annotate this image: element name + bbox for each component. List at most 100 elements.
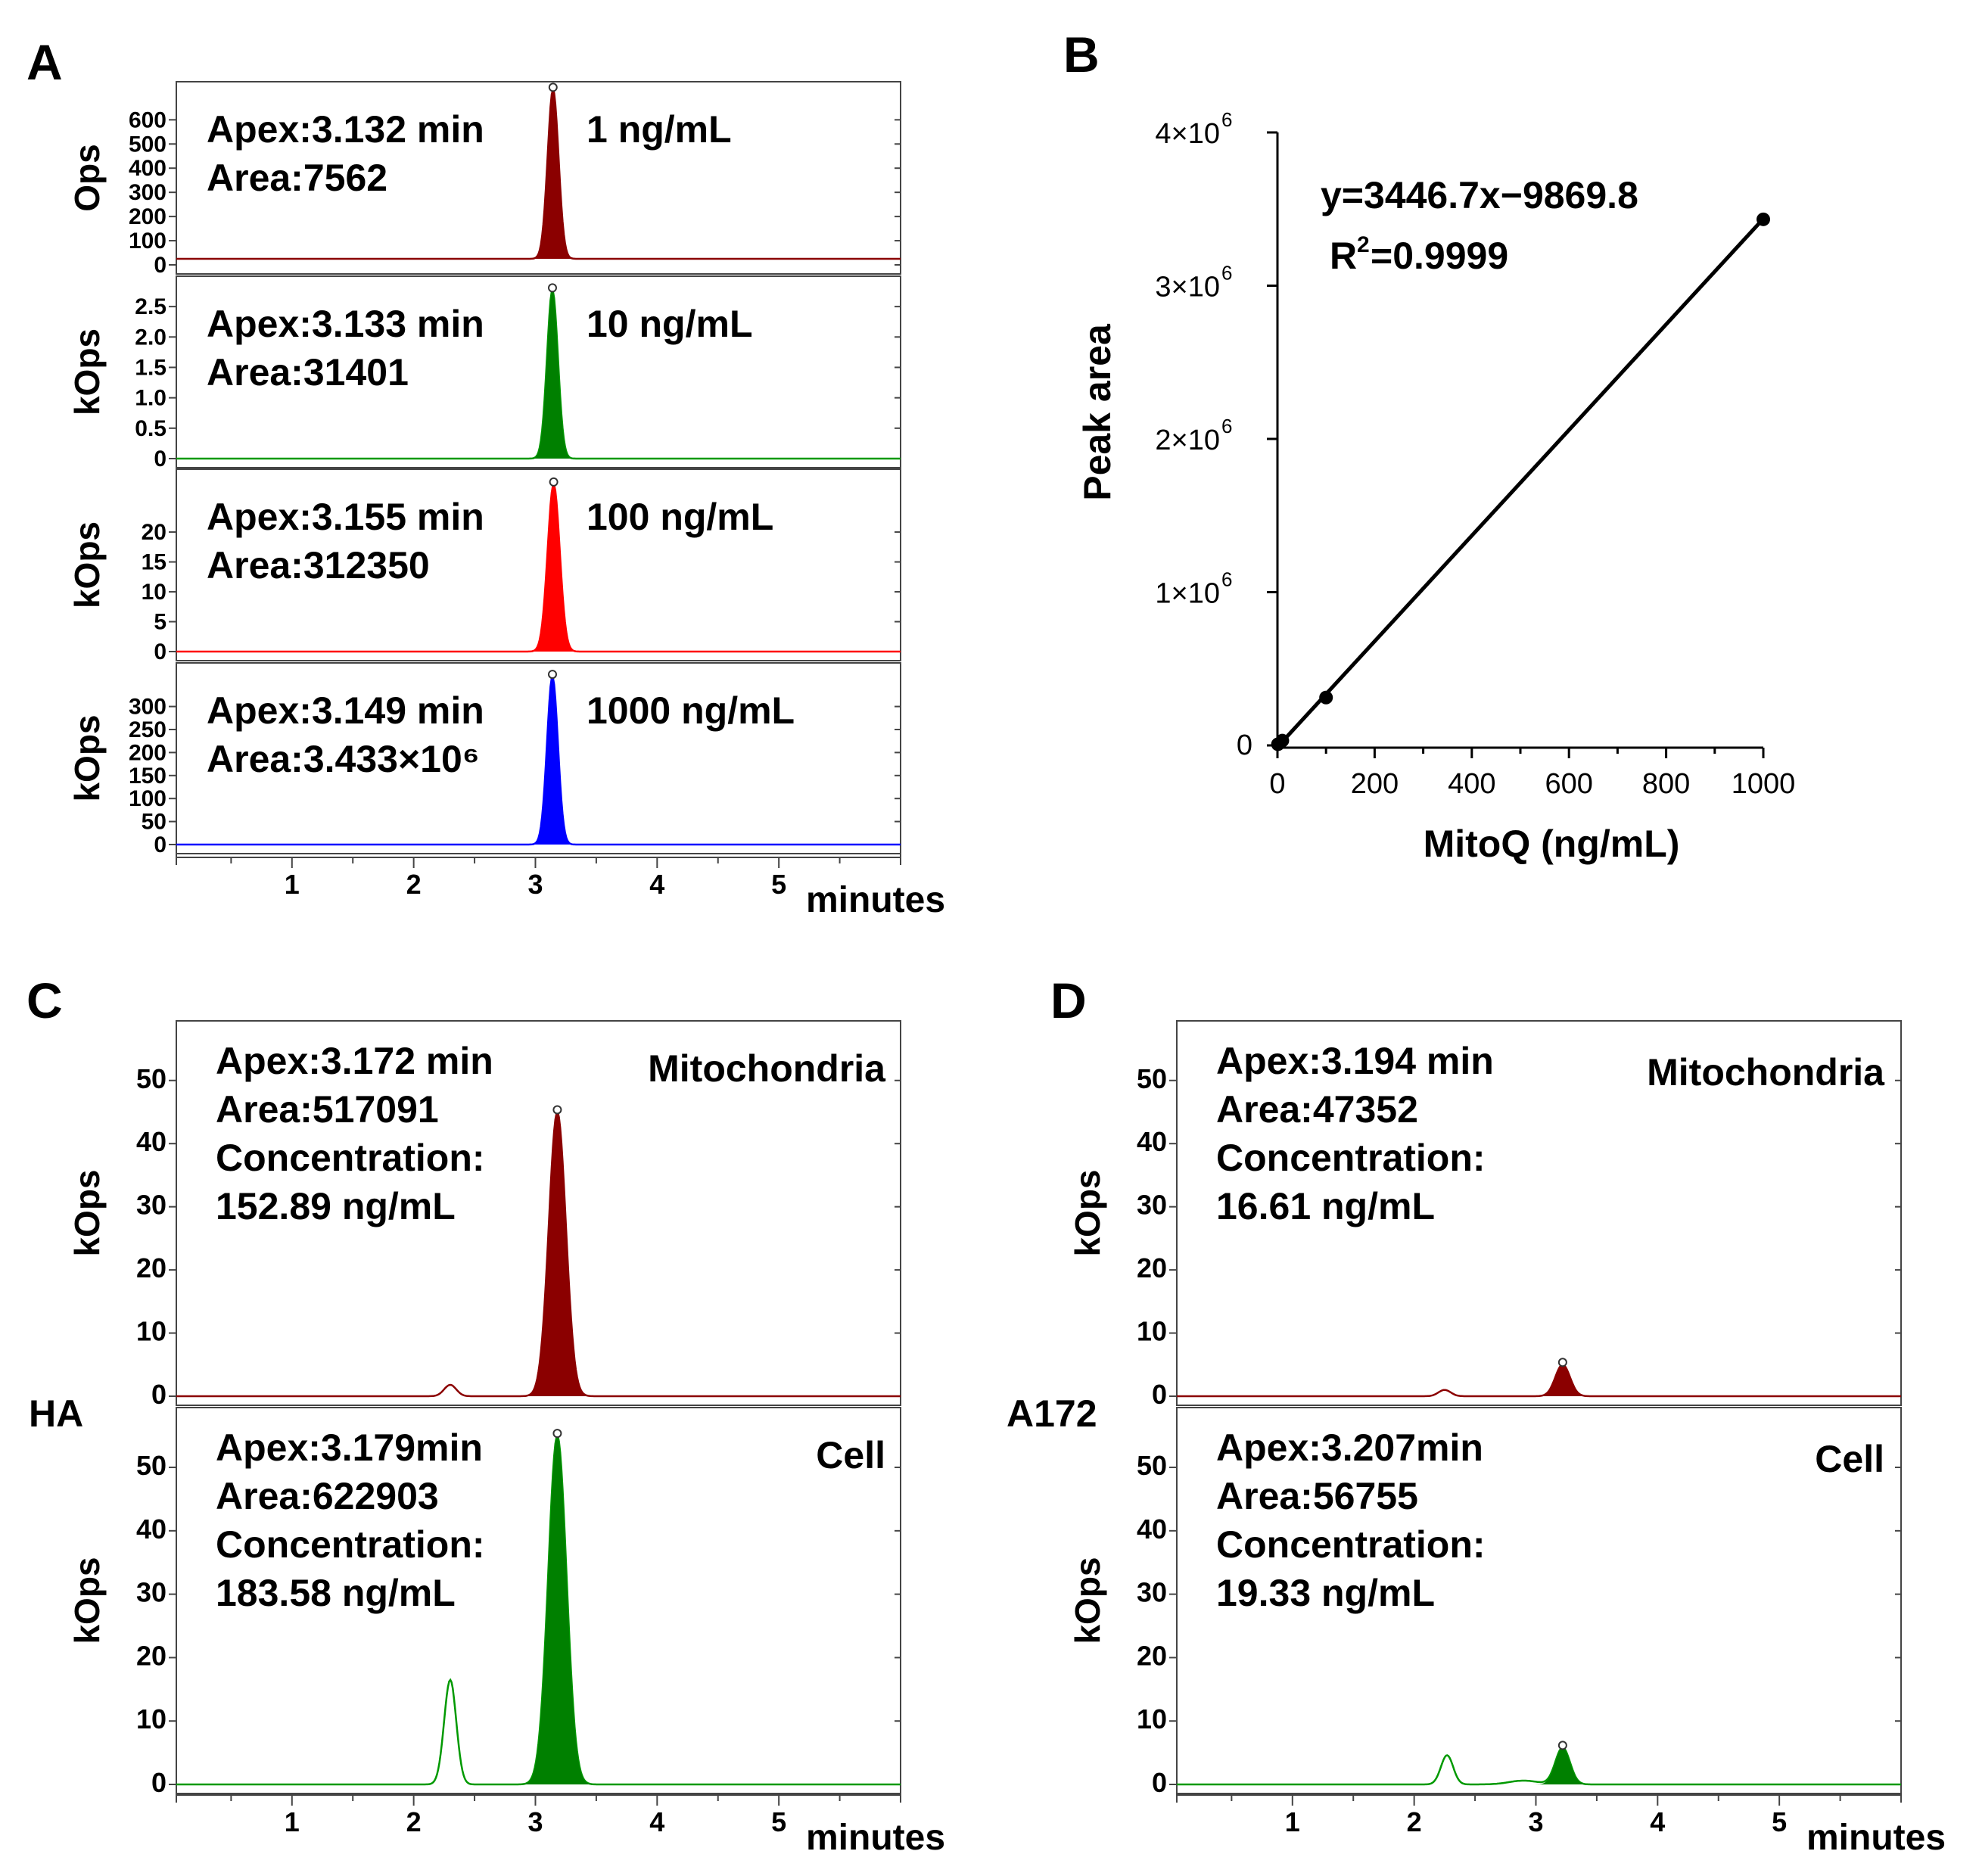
panel-A-subplot-2-peak-fill <box>531 290 577 459</box>
panel-B-r2-superscript: 2 <box>1357 232 1370 257</box>
panel-A-subplot-1-ytick-label: 400 <box>129 156 166 181</box>
panel-D-subplot-2-peak-fill <box>1533 1747 1596 1784</box>
panel-A-subplot-3-ytick-label: 15 <box>142 550 166 575</box>
panel-C-sample-label: Cell <box>816 1434 885 1476</box>
panel-C-subplot-1-frame <box>176 1020 901 1406</box>
panel-A-subplot-1-ytick-label: 200 <box>129 204 166 229</box>
panel-A-subplot-1-peak-fill <box>531 89 578 259</box>
panel-C-annotation-line: Concentration: <box>216 1137 485 1179</box>
panel-A-x-tick-label: 5 <box>771 869 786 900</box>
panel-B-y-tick-label: 1×10 <box>1155 578 1220 610</box>
panel-D-subplot-2-ylabel: kOps <box>1068 1557 1107 1644</box>
panel-B-y-tick-label: 0 <box>1237 730 1252 761</box>
panel-A-subplot-1-ytick-label: 0 <box>154 253 166 278</box>
panel-C-subplot-1-ylabel: kOps <box>67 1169 107 1256</box>
panel-B-fit-line <box>1277 217 1765 747</box>
panel-A-subplot-3-ytick-label: 5 <box>154 610 166 635</box>
panel-D-x-tick-label: 3 <box>1528 1806 1543 1837</box>
panel-A-subplot-4-ytick-label: 100 <box>129 786 166 811</box>
panel-A-concentration-label: 100 ng/mL <box>587 496 773 538</box>
panel-B-y-tick-label: 2×10 <box>1155 425 1220 456</box>
panel-C-x-tick-label: 4 <box>649 1806 664 1837</box>
panel-A-subplot-4-ytick-label: 0 <box>154 832 166 857</box>
panel-D-subplot-1-trace <box>1177 1364 1901 1398</box>
panel-D-subplot-1-ytick-label: 50 <box>1137 1063 1167 1094</box>
panel-D-x-tick-label: 1 <box>1285 1806 1300 1837</box>
panel-B-y-tick-exponent: 6 <box>1221 108 1232 131</box>
panel-A-subplot-4-apex-marker <box>547 670 557 680</box>
panel-D-x-tick-label: 5 <box>1772 1806 1787 1837</box>
panel-D-sample-label: Cell <box>1815 1438 1884 1480</box>
panel-C-annotation-line: 152.89 ng/mL <box>216 1185 456 1227</box>
panel-D-annotation-line: 19.33 ng/mL <box>1216 1572 1435 1614</box>
panel-D-subplot-1-ytick-label: 40 <box>1137 1126 1167 1157</box>
panel-D-subplot-2-ytick-label: 40 <box>1137 1514 1167 1545</box>
panel-C-annotation-line: Concentration: <box>216 1523 485 1566</box>
panel-D-sample-label: Mitochondria <box>1647 1051 1885 1094</box>
panel-C-x-tick-label: 2 <box>406 1806 422 1837</box>
panel-C-x-tick-label: 3 <box>527 1806 543 1837</box>
panel-A-area-label: Area:3.433×10⁶ <box>207 738 480 780</box>
panel-A-subplot-1-trace <box>176 86 901 260</box>
panel-D-subplot-1-ytick-label: 10 <box>1137 1316 1167 1347</box>
panel-A-subplot-2-ytick-label: 0 <box>154 446 166 471</box>
panel-A-subplot-1-ylabel: Ops <box>67 144 107 211</box>
panel-label-B: B <box>1063 26 1100 82</box>
panel-A-x-tick-label: 1 <box>285 869 300 900</box>
panel-B-x-tick-label: 600 <box>1545 768 1592 800</box>
panel-A-x-tick-label: 4 <box>649 869 664 900</box>
panel-A-subplot-3-trace <box>176 483 901 653</box>
panel-D-subplot-2-ytick-label: 20 <box>1137 1640 1167 1671</box>
panel-C-subplot-2-apex-marker <box>552 1429 562 1439</box>
panel-D-annotation-line: Apex:3.194 min <box>1216 1040 1494 1082</box>
panel-C-x-tick-label: 5 <box>771 1806 786 1837</box>
panel-C-subplot-2-peak-fill <box>521 1436 599 1784</box>
panel-B-y-tick-label: 4×10 <box>1155 118 1220 150</box>
panel-D-x-tick-label: 4 <box>1650 1806 1665 1837</box>
panel-D-subplot-1-apex-marker <box>1557 1358 1567 1367</box>
panel-C-subplot-1-ytick-label: 10 <box>136 1316 166 1347</box>
panel-D-annotation-line: Apex:3.207min <box>1216 1426 1483 1469</box>
panel-A-subplot-2-ytick-label: 0.5 <box>135 416 166 441</box>
panel-C-subplot-1-ytick-label: 20 <box>136 1252 166 1283</box>
panel-A-area-label: Area:7562 <box>207 157 387 199</box>
panel-B-y-axis-label: Peak area <box>1076 323 1119 501</box>
panel-A-subplot-2-ytick-label: 2.5 <box>135 294 166 319</box>
panel-D-subplot-2-trace <box>1177 1746 1901 1786</box>
panel-A-apex-label: Apex:3.133 min <box>207 303 484 345</box>
panel-C-annotation-line: Area:517091 <box>216 1088 439 1131</box>
panel-D-subplot-1-ylabel: kOps <box>1068 1169 1107 1256</box>
panel-D-subplot-2-apex-marker <box>1557 1741 1567 1750</box>
panel-A-subplot-4-frame <box>176 662 901 854</box>
panel-B-y-tick-exponent: 6 <box>1221 262 1232 285</box>
panel-B-x-axis-label: MitoQ (ng/mL) <box>1424 823 1680 865</box>
panel-B-data-point <box>1275 733 1290 748</box>
panel-B-data-point <box>1319 690 1333 705</box>
panel-B-y-tick-exponent: 6 <box>1221 568 1232 591</box>
panel-C-subplot-1-ytick-label: 30 <box>136 1190 166 1221</box>
panel-C-subplot-2-frame <box>176 1407 901 1794</box>
panel-B-r2-label: R <box>1330 235 1357 277</box>
panel-A-subplot-1-ytick-label: 600 <box>129 107 166 132</box>
panel-A-apex-label: Apex:3.155 min <box>207 496 484 538</box>
panel-B-x-tick-label: 800 <box>1642 768 1690 800</box>
panel-C-annotation-line: Apex:3.172 min <box>216 1040 493 1082</box>
panel-A-subplot-3-peak-fill <box>529 484 581 652</box>
panel-C-subplot-1-ytick-label: 50 <box>136 1063 166 1094</box>
panel-A-subplot-2-ytick-label: 1.0 <box>135 386 166 411</box>
panel-C-x-tick-label: 1 <box>285 1806 300 1837</box>
panel-D-subplot-2-frame <box>1176 1407 1902 1794</box>
panel-A-x-tick-label: 3 <box>527 869 543 900</box>
panel-D-subplot-2-ytick-label: 0 <box>1152 1767 1167 1798</box>
panel-A-subplot-4-ytick-label: 200 <box>129 740 166 765</box>
panel-C-subplot-2-ytick-label: 40 <box>136 1514 166 1545</box>
panel-A-subplot-1-ytick-label: 100 <box>129 229 166 254</box>
panel-A-subplot-3-frame <box>176 468 901 661</box>
panel-C-cell-line-label: HA <box>29 1392 83 1435</box>
panel-B-data-point <box>1757 212 1770 226</box>
panel-A-subplot-3-ytick-label: 10 <box>142 580 166 605</box>
panel-A-subplot-2-apex-marker <box>547 283 557 293</box>
panel-D-annotation-line: Area:56755 <box>1216 1475 1418 1517</box>
